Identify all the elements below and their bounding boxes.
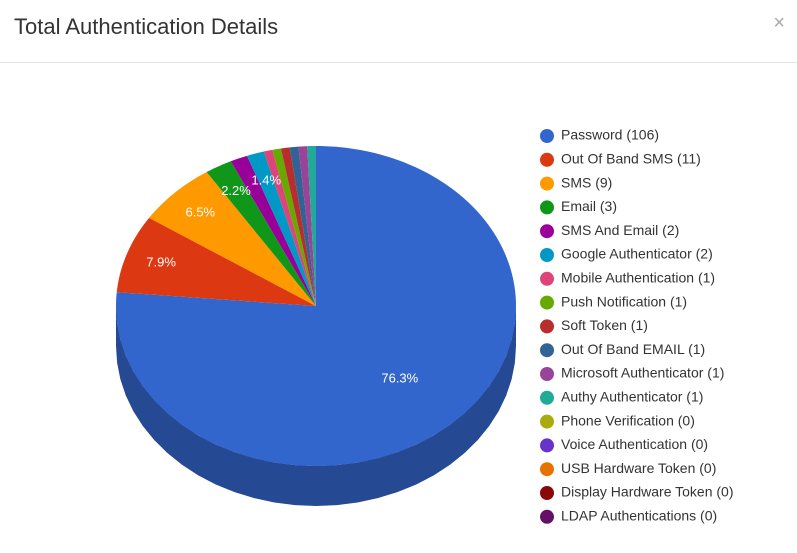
legend-label: Microsoft Authenticator (1)	[561, 365, 724, 381]
legend-label: SMS And Email (2)	[561, 222, 679, 238]
legend-label: Phone Verification (0)	[561, 412, 695, 428]
legend-marker	[540, 176, 554, 191]
slice-label: 7.9%	[146, 254, 176, 269]
legend-label: Mobile Authentication (1)	[561, 270, 715, 286]
pie-slice	[116, 146, 516, 466]
slice-label: 1.4%	[251, 172, 281, 187]
pie-slice	[247, 151, 316, 306]
pie-slice	[116, 217, 316, 306]
legend-label: Out Of Band SMS (11)	[561, 151, 701, 167]
legend-label: Soft Token (1)	[561, 317, 648, 333]
legend-marker	[540, 271, 554, 286]
legend-label: USB Hardware Token (0)	[561, 460, 716, 476]
legend-marker	[540, 343, 554, 358]
chart: 76.3% 7.9% 6.5% 2.2%1.4% Password (106) Out O…	[116, 127, 733, 524]
pie-slice	[206, 161, 316, 306]
legend-label: Email (3)	[561, 198, 617, 214]
pie-slice	[289, 146, 316, 306]
legend-marker	[540, 414, 554, 429]
slice-label: 6.5%	[185, 204, 215, 219]
legend-marker	[540, 319, 554, 334]
legend-marker	[540, 200, 554, 215]
modal-header: Total Authentication Details ×	[0, 0, 797, 63]
pie-slice	[230, 155, 316, 306]
legend-marker	[540, 129, 554, 143]
legend-label: Display Hardware Token (0)	[561, 484, 733, 500]
legend-label: Voice Authentication (0)	[561, 436, 708, 452]
modal-title: Total Authentication Details	[14, 14, 279, 39]
legend-marker	[540, 367, 554, 381]
pie-slice	[272, 148, 316, 306]
legend-label: LDAP Authentications (0)	[561, 508, 717, 524]
slice-label: 2.2%	[221, 183, 251, 198]
legend-marker	[540, 438, 554, 453]
legend-marker	[540, 224, 554, 239]
close-button[interactable]: ×	[773, 12, 785, 34]
legend-marker	[540, 152, 554, 167]
legend-marker	[540, 486, 554, 500]
legend-label: Out Of Band EMAIL (1)	[561, 341, 705, 357]
pie-slice	[149, 172, 316, 306]
legend-marker	[540, 509, 554, 524]
legend-marker	[540, 462, 554, 477]
legend-marker	[540, 390, 554, 405]
legend-label: Authy Authenticator (1)	[561, 389, 703, 405]
legend-label: Password (106)	[561, 127, 659, 143]
legend-label: Google Authenticator (2)	[561, 246, 713, 262]
slice-side	[116, 306, 516, 506]
legend-marker	[540, 295, 554, 310]
legend-label: SMS (9)	[561, 174, 612, 190]
pie-slice	[280, 147, 316, 306]
slice-label: 76.3%	[381, 371, 418, 386]
legend-label: Push Notification (1)	[561, 293, 687, 309]
pie-slice	[298, 146, 316, 306]
pie-slice	[263, 149, 316, 306]
legend-marker	[540, 248, 554, 262]
pie-slice	[307, 146, 316, 306]
